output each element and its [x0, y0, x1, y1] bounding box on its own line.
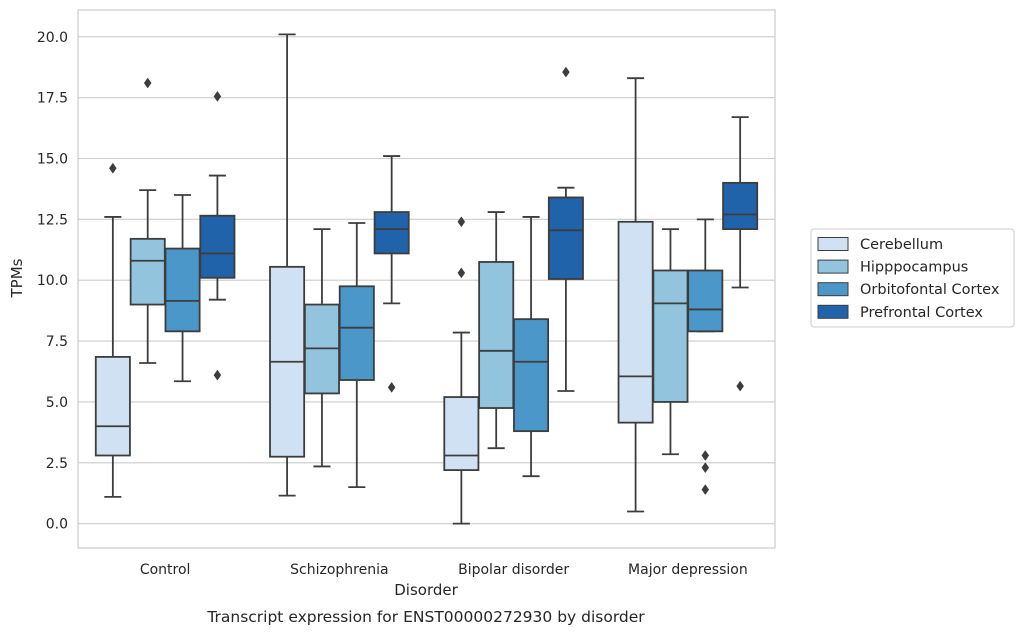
y-tick-label: 7.5 — [46, 334, 68, 350]
box-3-1 — [373, 155, 410, 393]
y-axis-ticks: 0.0 2.5 5.0 7.5 10.0 12.5 15.0 17.5 20.0 — [37, 30, 68, 533]
box-body — [652, 269, 689, 403]
box-body — [199, 214, 236, 279]
y-tick-label: 10.0 — [37, 273, 68, 289]
box-body — [373, 211, 410, 255]
outlier-point — [457, 216, 466, 228]
outlier-point — [701, 450, 710, 461]
box-3-0 — [199, 90, 236, 381]
x-axis-label: Disorder — [394, 581, 458, 599]
box-3-3 — [722, 116, 759, 392]
plot-frame — [77, 9, 776, 549]
y-tick-label: 12.5 — [37, 212, 68, 228]
outlier-point — [457, 267, 466, 279]
box-0-0 — [94, 162, 131, 498]
box-body — [443, 396, 480, 471]
outlier-point — [701, 484, 710, 496]
legend-swatch — [817, 259, 849, 274]
box-body — [687, 269, 724, 333]
y-tick-label: 5.0 — [46, 395, 68, 411]
box-2-0 — [164, 194, 201, 383]
x-tick-label: Bipolar disorder — [458, 562, 569, 578]
legend-frame — [810, 228, 1015, 328]
y-tick-label: 20.0 — [37, 30, 68, 46]
legend-label: Hipppocampus — [860, 260, 968, 276]
box-1-0 — [129, 77, 166, 364]
box-3-2 — [547, 66, 584, 392]
box-body — [547, 196, 584, 280]
y-tick-label: 15.0 — [37, 151, 68, 167]
y-tick-label: 0.0 — [46, 517, 68, 533]
box-groups — [94, 33, 759, 525]
box-2-1 — [338, 222, 375, 489]
legend-label: Prefrontal Cortex — [860, 305, 983, 321]
box-body — [617, 220, 654, 424]
box-0-1 — [269, 33, 306, 497]
x-tick-label: Major depression — [628, 562, 748, 578]
box-body — [129, 237, 166, 306]
box-2-3 — [687, 218, 724, 496]
outlier-point — [213, 369, 222, 381]
box-body — [722, 181, 759, 230]
box-1-2 — [478, 211, 515, 450]
legend-label: Cerebellum — [860, 237, 943, 253]
box-0-3 — [617, 77, 654, 513]
outlier-point — [736, 380, 744, 392]
box-body — [478, 261, 515, 409]
box-body — [513, 318, 550, 433]
outlier-point — [109, 162, 117, 174]
y-tick-label: 17.5 — [37, 91, 68, 107]
box-2-2 — [513, 216, 550, 478]
outlier-point — [701, 462, 710, 474]
x-axis-ticks: Control Schizophrenia Bipolar disorder Majo… — [140, 562, 748, 578]
legend-swatch — [817, 237, 849, 251]
chart-caption: Transcript expression for ENST0000027293… — [206, 608, 645, 626]
outlier-point — [143, 77, 152, 89]
legend-label: Orbitofontal Cortex — [860, 282, 1000, 298]
box-1-1 — [303, 228, 340, 468]
box-body — [338, 285, 375, 381]
box-body — [164, 247, 201, 333]
outlier-point — [562, 66, 570, 78]
box-0-2 — [443, 216, 480, 525]
outlier-point — [387, 381, 396, 393]
x-tick-label: Control — [140, 562, 191, 578]
y-tick-label: 2.5 — [46, 456, 68, 472]
box-1-3 — [652, 228, 689, 456]
outlier-point — [213, 90, 222, 102]
legend-swatch — [817, 282, 849, 297]
box-body — [94, 356, 131, 457]
x-tick-label: Schizophrenia — [290, 562, 388, 578]
legend: Cerebellum Hipppocampus Orbitofontal Corte… — [810, 228, 1015, 328]
legend-swatch — [817, 304, 849, 319]
y-axis-label: TPMs — [8, 258, 26, 298]
